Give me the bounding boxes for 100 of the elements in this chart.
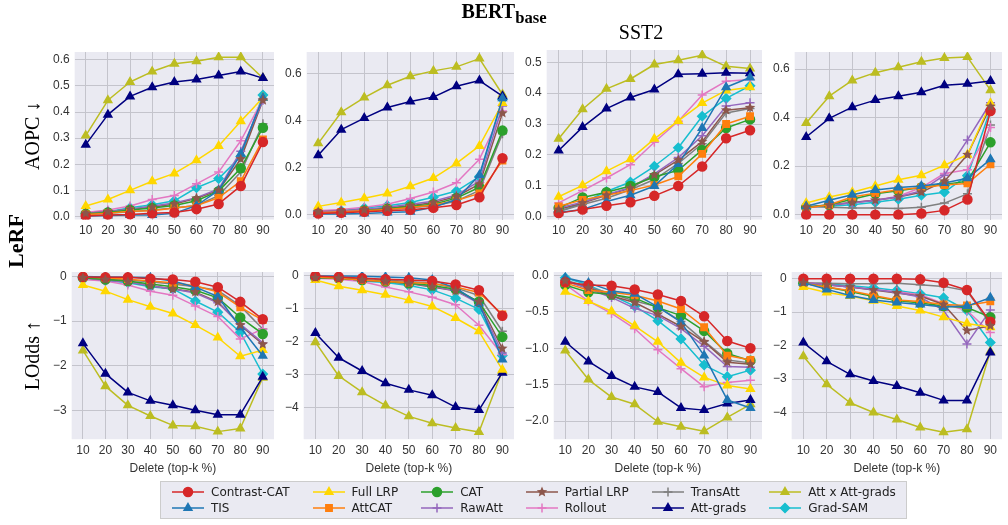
x-axis-title: Delete (top-k %): [129, 461, 217, 476]
x-tick-label: 90: [983, 223, 998, 238]
y-tick-label: 0.6: [284, 65, 302, 80]
x-tick-label: 20: [98, 442, 113, 457]
y-tick-label: 0.2: [524, 147, 542, 162]
x-tick-label: 30: [357, 223, 372, 238]
y-tick-label: 0.1: [524, 177, 542, 192]
x-tick-label: 90: [743, 442, 758, 457]
y-tick-label: 0.0: [52, 208, 70, 223]
x-tick-label: 10: [799, 223, 814, 238]
text: LeRF: [3, 213, 29, 270]
x-tick-label: 40: [868, 223, 883, 238]
x-tick-label: 40: [623, 223, 638, 238]
x-tick-label: 20: [332, 442, 346, 457]
x-tick-label: 70: [211, 223, 226, 238]
x-tick-label: 80: [720, 442, 735, 457]
x-tick-label: 60: [671, 223, 686, 238]
x-tick-label: 80: [960, 442, 974, 457]
x-tick-label: 70: [448, 442, 463, 457]
y-tick-label: −0.5: [524, 304, 549, 319]
x-tick-label: 40: [628, 442, 642, 457]
legend-label: CAT: [460, 485, 484, 499]
x-tick-label: 60: [425, 442, 440, 457]
x-tick-label: 10: [551, 223, 566, 238]
x-tick-label: 70: [449, 223, 464, 238]
y-tick-label: −3: [52, 402, 67, 417]
y-tick-label: 0.4: [772, 109, 790, 124]
y-tick-label: 0: [59, 268, 67, 283]
x-tick-label: 30: [123, 223, 138, 238]
x-tick-label: 70: [211, 442, 225, 457]
x-tick-label: 80: [960, 223, 975, 238]
y-tick-label: 0: [291, 267, 299, 282]
y-tick-label: 0.3: [524, 116, 542, 131]
x-tick-label: 70: [697, 442, 712, 457]
x-tick-label: 60: [674, 442, 688, 457]
y-tick-label: 0.6: [52, 52, 70, 67]
x-tick-label: 60: [189, 223, 204, 238]
x-tick-label: 30: [604, 442, 619, 457]
x-tick-label: 20: [101, 223, 115, 238]
x-tick-label: 50: [651, 442, 665, 457]
x-tick-label: 20: [575, 223, 590, 238]
x-tick-label: 80: [472, 442, 486, 457]
x-tick-label: 10: [311, 223, 326, 238]
x-tick-label: 60: [188, 442, 203, 457]
y-tick-label: −4: [284, 400, 299, 415]
y-tick-label: 0.0: [772, 207, 790, 222]
y-tick-label: −2.0: [524, 413, 549, 428]
x-tick-label: 50: [890, 442, 904, 457]
x-axis-title: Delete (top-k %): [365, 461, 453, 476]
legend-label: AttCAT: [351, 501, 392, 515]
y-tick-label: −1.0: [524, 340, 549, 355]
x-tick-label: 50: [891, 223, 906, 238]
y-tick-label: 0.4: [284, 112, 302, 127]
y-tick-label: −1: [284, 300, 299, 315]
y-tick-label: −3: [772, 371, 787, 386]
y-tick-label: −2: [284, 333, 299, 348]
x-tick-label: 50: [647, 223, 662, 238]
y-tick-label: 0.4: [52, 104, 70, 119]
x-tick-label: 50: [402, 442, 416, 457]
x-tick-label: 90: [743, 223, 758, 238]
y-tick-label: 0.2: [772, 158, 790, 173]
x-tick-label: 40: [380, 223, 395, 238]
legend-label: RawAtt: [460, 501, 503, 515]
x-tick-label: 50: [403, 223, 418, 238]
legend-label: Contrast-CAT: [211, 485, 290, 499]
x-tick-label: 40: [866, 442, 881, 457]
y-tick-label: 0.0: [284, 207, 302, 222]
y-tick-label: −2: [52, 357, 67, 372]
x-tick-label: 10: [308, 442, 323, 457]
x-axis-title: Delete (top-k %): [614, 461, 702, 476]
y-tick-label: 0.0: [532, 267, 550, 282]
x-tick-label: 80: [719, 223, 734, 238]
y-tick-label: −3: [284, 366, 299, 381]
x-tick-label: 50: [167, 223, 182, 238]
legend-label: TransAtt: [690, 485, 740, 499]
y-tick-label: −1: [52, 313, 67, 328]
legend-label: Full LRP: [351, 485, 399, 499]
x-tick-label: 90: [495, 223, 510, 238]
x-tick-label: 30: [843, 442, 858, 457]
x-tick-label: 80: [472, 223, 487, 238]
y-tick-label: −2: [772, 337, 787, 352]
x-tick-label: 40: [378, 442, 393, 457]
x-tick-label: 40: [145, 223, 160, 238]
x-tick-label: 70: [936, 442, 951, 457]
x-tick-label: 30: [599, 223, 614, 238]
legend-label: Rollout: [564, 501, 607, 515]
y-tick-label: 0.0: [524, 208, 542, 223]
y-tick-label: 0.6: [772, 61, 790, 76]
x-tick-label: 30: [845, 223, 860, 238]
y-tick-label: 0.5: [524, 54, 542, 69]
chart-title: SST2: [618, 21, 664, 44]
x-tick-label: 90: [495, 442, 510, 457]
y-tick-label: 0: [779, 271, 787, 285]
x-tick-label: 60: [913, 442, 928, 457]
x-tick-label: 10: [79, 223, 93, 238]
x-tick-label: 20: [581, 442, 596, 457]
y-tick-label: −1: [772, 304, 787, 319]
x-tick-label: 90: [256, 442, 270, 457]
x-tick-label: 20: [822, 223, 837, 238]
x-tick-label: 30: [121, 442, 135, 457]
